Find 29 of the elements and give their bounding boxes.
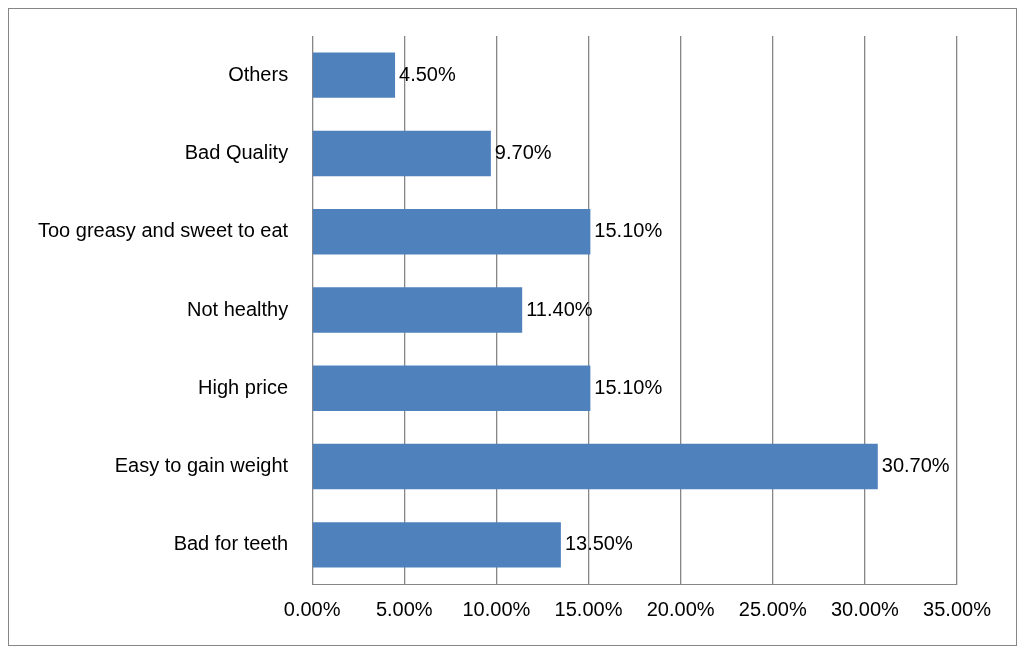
- data-label: 15.10%: [594, 219, 663, 242]
- bar: [312, 443, 878, 490]
- x-tick-label: 15.00%: [554, 597, 623, 620]
- y-tick-label: Bad Quality: [184, 140, 289, 163]
- data-label: 13.50%: [564, 532, 633, 555]
- data-label: 4.50%: [399, 62, 456, 85]
- x-tick-label: 10.00%: [462, 597, 531, 620]
- y-tick-label: Bad for teeth: [173, 532, 289, 555]
- x-tick-label: 30.00%: [830, 597, 900, 620]
- data-label: 11.40%: [526, 297, 593, 320]
- y-tick-label: Not healthy: [186, 297, 289, 320]
- y-tick-label: Others: [228, 62, 289, 85]
- bar: [312, 287, 523, 333]
- data-label: 15.10%: [594, 375, 663, 398]
- data-label: 30.70%: [881, 454, 950, 477]
- bar: [312, 52, 396, 98]
- x-tick-label: 25.00%: [738, 597, 807, 620]
- x-tick-label: 20.00%: [646, 597, 715, 620]
- x-tick-label: 35.00%: [923, 597, 992, 620]
- x-tick-label: 0.00%: [283, 597, 341, 620]
- y-tick-label: High price: [198, 375, 289, 398]
- bar: [312, 522, 561, 568]
- data-label: 9.70%: [494, 140, 552, 163]
- bar: [312, 209, 591, 255]
- y-tick-label: Easy to gain weight: [114, 454, 289, 477]
- bar: [312, 365, 591, 411]
- x-tick-label: 5.00%: [375, 597, 433, 620]
- y-tick-label: Too greasy and sweet to eat: [38, 219, 289, 242]
- bar: [312, 130, 491, 177]
